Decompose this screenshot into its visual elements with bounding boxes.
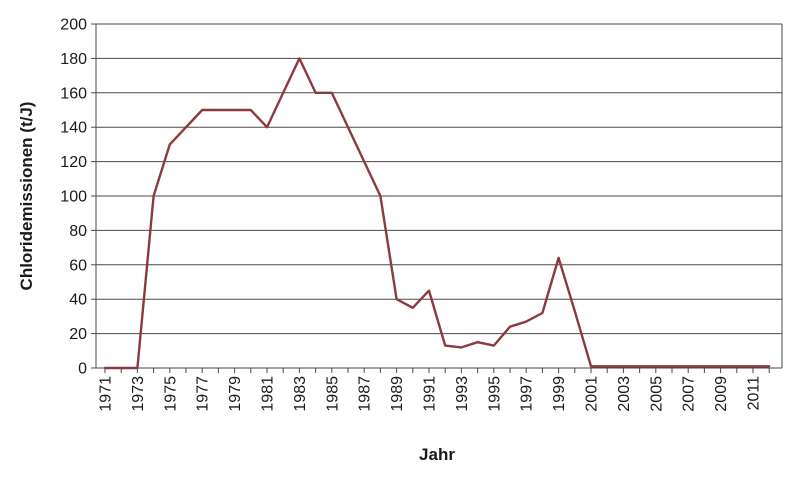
y-tick-label: 0 — [78, 361, 87, 378]
x-tick-label: 1975 — [162, 376, 179, 412]
x-tick-labels: 1971 1973 1975 1977 1979 1981 1983 1985 1987 1989… — [98, 376, 763, 412]
y-tick-label: 100 — [60, 189, 87, 206]
y-tick-label: 200 — [60, 17, 87, 34]
y-tick-labels: 0 20 40 60 80 100 120 140 160 180 200 — [60, 17, 87, 378]
x-tick-label: 2001 — [584, 376, 601, 412]
x-tick-label: 1977 — [195, 376, 212, 412]
x-tick-label: 1995 — [486, 376, 503, 412]
x-tick-label: 1983 — [292, 376, 309, 412]
y-tick-label: 160 — [60, 85, 87, 102]
x-tick-label: 2003 — [616, 376, 633, 412]
y-tick-label: 60 — [69, 257, 87, 274]
y-tick-label: 180 — [60, 51, 87, 68]
x-tick-label: 2009 — [713, 376, 730, 412]
y-tick-label: 40 — [69, 292, 87, 309]
y-tick-label: 20 — [69, 326, 87, 343]
x-tick-label: 1985 — [324, 376, 341, 412]
x-tick-label: 1991 — [422, 376, 439, 412]
y-tick-label: 120 — [60, 154, 87, 171]
x-tick-label: 1981 — [260, 376, 277, 412]
series-line — [103, 57, 771, 370]
x-tick-label: 1973 — [130, 376, 147, 412]
y-tick-label: 80 — [69, 223, 87, 240]
y-axis-title: Chloridemissionen (t/J) — [17, 102, 36, 291]
x-tick-label: 1999 — [551, 376, 568, 412]
x-tick-label: 1987 — [357, 376, 374, 412]
axes — [91, 23, 783, 373]
series-layer — [103, 57, 771, 370]
x-tick-label: 1989 — [389, 376, 406, 412]
gridlines — [96, 23, 782, 335]
x-tick-label: 2005 — [648, 376, 665, 412]
y-tick-label: 140 — [60, 120, 87, 137]
x-tick-label: 2011 — [746, 376, 763, 411]
x-tick-label: 1997 — [519, 376, 536, 412]
x-axis-title: Jahr — [419, 445, 455, 464]
x-tick-label: 1971 — [98, 376, 115, 412]
x-tick-label: 1993 — [454, 376, 471, 412]
x-tick-label: 2007 — [681, 376, 698, 412]
x-tick-label: 1979 — [227, 376, 244, 412]
